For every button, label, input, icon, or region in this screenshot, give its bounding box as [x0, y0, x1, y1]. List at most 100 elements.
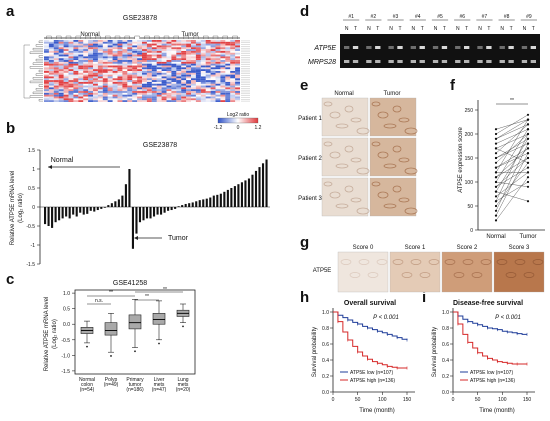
dendrogram-branch	[134, 35, 140, 39]
heatmap-cell	[73, 56, 79, 59]
gel-band	[352, 46, 359, 49]
heatmap-cell	[191, 83, 196, 86]
dendrogram-branch	[46, 35, 52, 39]
heatmap-cell	[205, 45, 211, 48]
heatmap-cell	[235, 45, 240, 48]
heatmap-cell	[127, 41, 133, 44]
heatmap-cell	[44, 73, 49, 75]
heatmap-cell	[146, 65, 152, 68]
heatmap-cell	[205, 100, 211, 102]
heatmap-cell	[88, 47, 93, 50]
heatmap-cell	[186, 41, 191, 44]
heatmap-cell	[122, 58, 128, 61]
heatmap-cell	[63, 63, 69, 66]
heatmap-cell	[93, 60, 98, 62]
heatmap-cell	[210, 85, 216, 88]
heatmap-cell	[157, 76, 162, 78]
heatmap-cell	[235, 67, 240, 70]
heatmap-cell	[127, 100, 133, 102]
heatmap-cell	[186, 71, 191, 73]
heatmap-cell	[215, 41, 221, 44]
heatmap-cell	[97, 89, 103, 92]
heatmap-cell	[48, 71, 54, 73]
heatmap-cell	[93, 74, 98, 77]
heatmap-cell	[225, 80, 231, 82]
heatmap-cell	[181, 54, 187, 57]
heatmap-cell	[200, 60, 206, 62]
paired-point-tumor	[526, 123, 530, 126]
heatmap-cell	[83, 78, 89, 81]
heatmap-cell	[200, 76, 206, 79]
heatmap-cell	[142, 80, 147, 82]
bar	[261, 163, 265, 207]
heatmap-cell	[181, 80, 187, 82]
paired-point-tumor	[526, 147, 530, 150]
km-y-tick-label: 1.0	[442, 310, 449, 316]
heatmap-column-dendrogram	[46, 35, 238, 39]
heatmap-cell	[132, 71, 138, 73]
heatmap-cell	[200, 89, 206, 92]
score-gland	[514, 259, 526, 265]
heatmap-cell	[44, 50, 49, 53]
heatmap-cell	[127, 98, 133, 101]
heatmap-cell	[107, 40, 113, 42]
heatmap-cell	[146, 78, 152, 81]
heatmap-cell	[205, 58, 211, 61]
heatmap-cell	[235, 69, 240, 71]
heatmap-cell	[166, 94, 172, 97]
heatmap-cell	[215, 49, 221, 51]
ihc-gland	[392, 185, 402, 193]
heatmap-cell	[191, 76, 196, 79]
heatmap-cell	[186, 98, 191, 101]
bar	[75, 207, 78, 217]
heatmap-cell	[132, 85, 138, 88]
heatmap-cell	[225, 91, 231, 93]
heatmap-cell	[142, 89, 147, 92]
heatmap-cell	[48, 85, 54, 88]
heatmap-cell	[171, 81, 177, 84]
heatmap-cell	[44, 96, 49, 99]
heatmap-cell	[176, 76, 182, 79]
heatmap-cell	[225, 74, 231, 77]
heatmap-cell	[97, 54, 103, 57]
heatmap-cell	[220, 85, 226, 88]
bar-y-tick-label: 1.5	[28, 148, 35, 154]
heatmap-cell	[117, 50, 123, 53]
heatmap-cell	[191, 78, 196, 81]
heatmap-cell	[206, 89, 211, 91]
heatmap-cell	[195, 85, 201, 88]
heatmap-cell	[200, 56, 206, 59]
km-dfs-title: Disease-free survival	[453, 300, 523, 307]
heatmap-cell	[195, 96, 201, 99]
heatmap-cell	[200, 87, 206, 90]
bar	[79, 207, 82, 213]
heatmap-cell	[102, 100, 108, 102]
heatmap-cell	[230, 96, 236, 99]
heatmap-cell	[142, 72, 147, 75]
heatmap-cell	[83, 84, 88, 86]
heatmap-cell	[44, 71, 49, 73]
ihc-row-patient-2: Patient 2	[298, 156, 322, 162]
heatmap-cell	[58, 65, 64, 68]
heatmap-cell	[58, 40, 64, 42]
heatmap-cell	[122, 61, 128, 64]
gel-band	[464, 60, 470, 63]
score-gland	[410, 259, 422, 265]
heatmap-cell	[220, 74, 226, 77]
heatmap-cell	[132, 54, 138, 57]
heatmap-cell	[63, 56, 69, 59]
heatmap-cell	[137, 56, 142, 59]
bar	[251, 174, 254, 207]
heatmap-cell	[88, 67, 93, 70]
heatmap-cell	[151, 52, 157, 55]
heatmap-cell	[53, 83, 59, 86]
heatmap-cell	[166, 43, 172, 46]
heatmap-cell	[235, 92, 240, 95]
heatmap-cell	[93, 45, 98, 48]
heatmap-cell	[93, 56, 98, 59]
heatmap-cell	[137, 47, 142, 50]
heatmap-cell	[83, 87, 89, 90]
heatmap-cell	[137, 92, 142, 95]
heatmap-cell	[225, 60, 231, 62]
heatmap-cell	[230, 52, 236, 55]
